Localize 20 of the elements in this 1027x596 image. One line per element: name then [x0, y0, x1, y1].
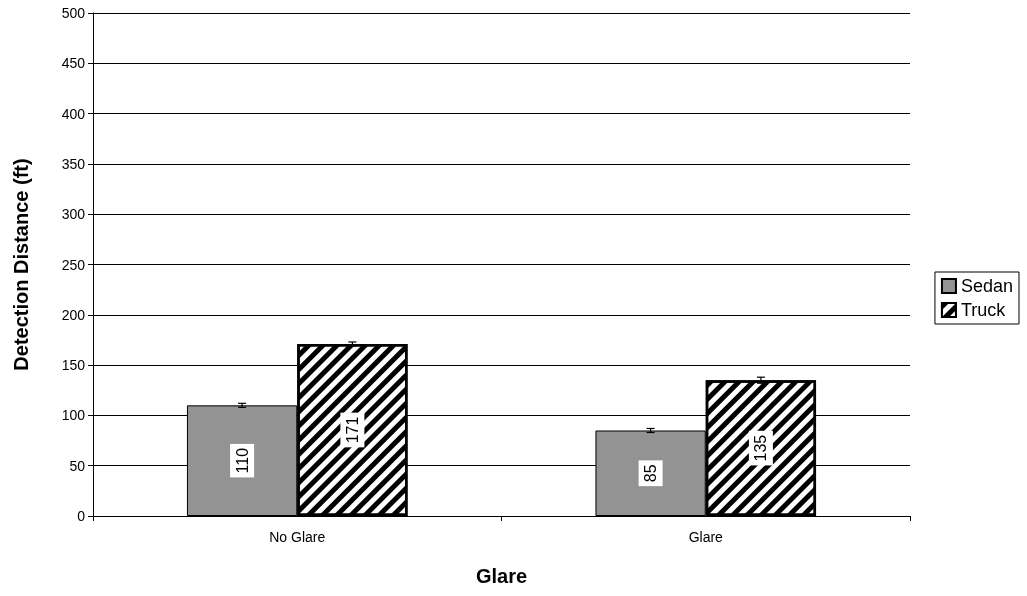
y-tick-label: 0	[77, 508, 86, 524]
y-tick-label: 450	[61, 55, 86, 72]
data-label: 85	[642, 464, 660, 483]
y-tick-label: 200	[61, 306, 86, 323]
data-label: 171	[343, 416, 361, 444]
data-label: 110	[233, 447, 251, 474]
y-tick-label: 50	[69, 457, 86, 474]
legend-label: Sedan	[960, 276, 1014, 296]
data-label: 135	[752, 434, 770, 462]
y-tick-label: 250	[61, 256, 86, 273]
legend-label: Truck	[960, 300, 1007, 320]
x-tick-label: No Glare	[269, 529, 326, 545]
y-tick-label: 500	[61, 5, 86, 21]
y-tick-label: 150	[61, 357, 86, 374]
y-tick-label: 100	[61, 407, 86, 424]
y-axis-title: Detection Distance (ft)	[10, 158, 32, 371]
y-tick-label: 350	[61, 155, 86, 172]
y-tick-label: 300	[61, 206, 86, 223]
y-tick-label: 400	[61, 105, 86, 122]
x-axis-title: Glare	[475, 565, 528, 587]
